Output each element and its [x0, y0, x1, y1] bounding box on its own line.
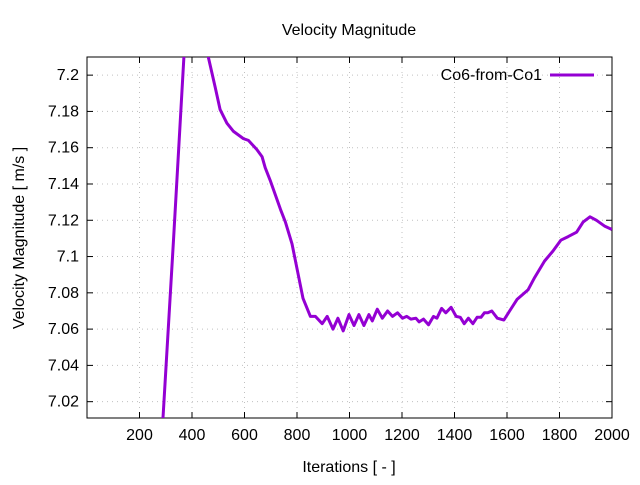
grid [87, 57, 612, 418]
x-tick-label: 1000 [332, 427, 368, 444]
y-tick-label: 7.2 [57, 67, 79, 84]
x-tick-label: 1400 [437, 427, 473, 444]
x-tick-label: 200 [126, 427, 153, 444]
legend-label: Co6-from-Co1 [441, 67, 542, 84]
y-tick-label: 7.08 [48, 285, 79, 302]
x-tick-label: 400 [179, 427, 206, 444]
x-tick-label: 800 [284, 427, 311, 444]
legend: Co6-from-Co1 [441, 67, 594, 84]
y-tick-label: 7.18 [48, 103, 79, 120]
plot-frame [86, 56, 613, 419]
y-tick-label: 7.12 [48, 212, 79, 229]
x-tick-label: 1200 [384, 427, 420, 444]
x-axis-label: Iterations [ - ] [302, 459, 395, 476]
x-tick-label: 1800 [542, 427, 578, 444]
y-tick-label: 7.06 [48, 321, 79, 338]
y-tick-label: 7.16 [48, 140, 79, 157]
y-tick-label: 7.02 [48, 394, 79, 411]
series-line [161, 57, 612, 418]
x-tick-label: 600 [231, 427, 258, 444]
series-group [161, 57, 612, 418]
y-tick-label: 7.14 [48, 176, 79, 193]
y-tick-label: 7.04 [48, 357, 79, 374]
chart-title: Velocity Magnitude [282, 22, 416, 39]
x-tick-label: 2000 [594, 427, 630, 444]
y-tick-label: 7.1 [57, 249, 79, 266]
y-axis-label: Velocity Magnitude [ m/s ] [11, 147, 28, 329]
ticks: 200 400 600 800 1000 1200 1400 1600 1800 2000 7.02… [48, 57, 630, 444]
x-tick-label: 1600 [489, 427, 525, 444]
